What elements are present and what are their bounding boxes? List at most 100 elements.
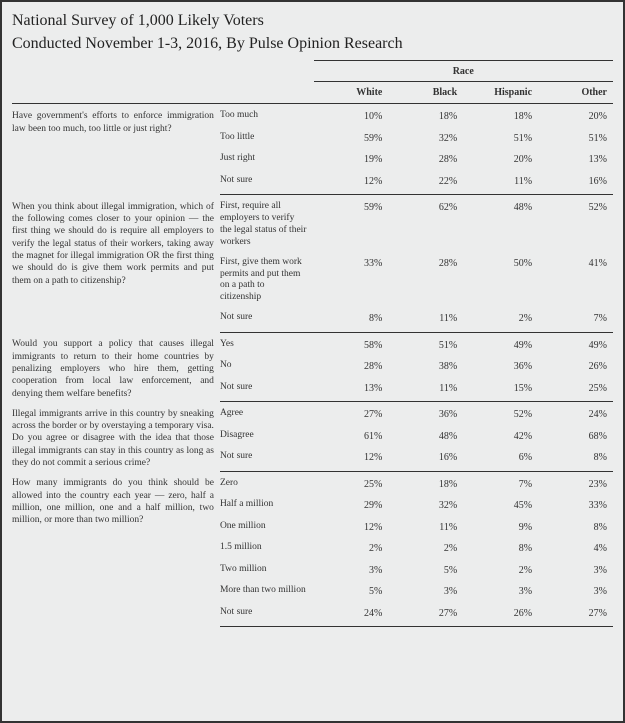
answer-label: Disagree [220,426,314,448]
answer-label: Zero [220,471,314,495]
value-cell: 13% [538,149,613,171]
value-cell: 51% [463,128,538,150]
value-cell: 4% [538,538,613,560]
value-cell: 13% [314,378,389,402]
value-cell: 45% [463,495,538,517]
answer-label: Too much [220,104,314,128]
answer-label: Too little [220,128,314,150]
value-cell: 16% [388,447,463,471]
value-cell: 52% [538,195,613,253]
value-cell: 16% [538,171,613,195]
value-cell: 18% [388,104,463,128]
value-cell: 8% [538,517,613,539]
answer-label: Just right [220,149,314,171]
value-cell: 25% [538,378,613,402]
value-cell: 15% [463,378,538,402]
answer-label: Two million [220,560,314,582]
value-cell: 33% [314,253,389,309]
value-cell: 12% [314,447,389,471]
value-cell: 20% [463,149,538,171]
value-cell: 2% [314,538,389,560]
value-cell: 50% [463,253,538,309]
value-cell: 8% [538,447,613,471]
answer-label: First, give them work permits and put th… [220,253,314,309]
value-cell: 18% [388,471,463,495]
answer-label: No [220,356,314,378]
answer-label: Half a million [220,495,314,517]
answer-label: Not sure [220,447,314,471]
value-cell: 49% [463,332,538,356]
value-cell: 24% [538,402,613,426]
page-title: National Survey of 1,000 Likely Voters [12,10,613,32]
value-cell: 68% [538,426,613,448]
column-header: Other [538,81,613,104]
value-cell: 23% [538,471,613,495]
value-cell: 48% [388,426,463,448]
question-text: When you think about illegal immigration… [12,195,220,333]
value-cell: 59% [314,195,389,253]
value-cell: 19% [314,149,389,171]
value-cell: 49% [538,332,613,356]
question-text: Would you support a policy that causes i… [12,332,220,402]
value-cell: 32% [388,495,463,517]
value-cell: 22% [388,171,463,195]
value-cell: 7% [538,308,613,332]
value-cell: 41% [538,253,613,309]
value-cell: 5% [314,581,389,603]
answer-label: Not sure [220,308,314,332]
value-cell: 5% [388,560,463,582]
value-cell: 27% [314,402,389,426]
value-cell: 11% [463,171,538,195]
answer-label: Not sure [220,603,314,627]
value-cell: 3% [538,581,613,603]
value-cell: 51% [538,128,613,150]
value-cell: 52% [463,402,538,426]
value-cell: 38% [388,356,463,378]
value-cell: 28% [314,356,389,378]
value-cell: 2% [463,308,538,332]
column-header: Black [388,81,463,104]
value-cell: 48% [463,195,538,253]
survey-table: RaceWhiteBlackHispanicOtherHave governme… [12,60,613,627]
value-cell: 51% [388,332,463,356]
value-cell: 8% [314,308,389,332]
value-cell: 20% [538,104,613,128]
value-cell: 24% [314,603,389,627]
value-cell: 3% [538,560,613,582]
answer-label: More than two million [220,581,314,603]
value-cell: 25% [314,471,389,495]
value-cell: 9% [463,517,538,539]
value-cell: 11% [388,378,463,402]
question-text: Illegal immigrants arrive in this countr… [12,402,220,472]
answer-label: Not sure [220,171,314,195]
value-cell: 3% [314,560,389,582]
value-cell: 58% [314,332,389,356]
value-cell: 26% [463,603,538,627]
value-cell: 27% [538,603,613,627]
question-text: Have government's efforts to enforce imm… [12,104,220,195]
value-cell: 26% [538,356,613,378]
value-cell: 3% [463,581,538,603]
value-cell: 28% [388,253,463,309]
answer-label: Agree [220,402,314,426]
value-cell: 36% [463,356,538,378]
value-cell: 2% [388,538,463,560]
question-text: How many immigrants do you think should … [12,471,220,627]
value-cell: 10% [314,104,389,128]
column-header: Hispanic [463,81,538,104]
value-cell: 42% [463,426,538,448]
answer-label: Not sure [220,378,314,402]
value-cell: 12% [314,517,389,539]
value-cell: 11% [388,517,463,539]
answer-label: 1.5 million [220,538,314,560]
value-cell: 2% [463,560,538,582]
page-subtitle: Conducted November 1-3, 2016, By Pulse O… [12,33,613,55]
value-cell: 8% [463,538,538,560]
value-cell: 28% [388,149,463,171]
value-cell: 12% [314,171,389,195]
value-cell: 29% [314,495,389,517]
value-cell: 18% [463,104,538,128]
value-cell: 6% [463,447,538,471]
value-cell: 7% [463,471,538,495]
column-header: White [314,81,389,104]
